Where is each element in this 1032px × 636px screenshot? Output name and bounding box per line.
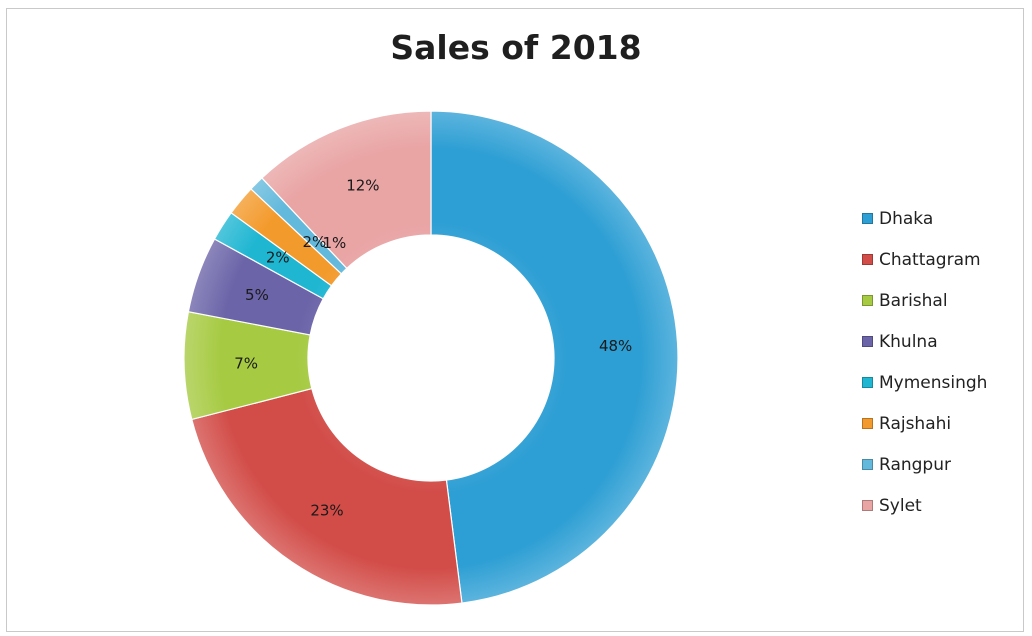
legend-swatch <box>862 459 873 470</box>
data-label-mymensingh: 2% <box>266 248 290 266</box>
legend-swatch <box>862 295 873 306</box>
legend-label: Rajshahi <box>879 413 952 434</box>
legend-swatch <box>862 336 873 347</box>
slice-chattagram <box>191 387 463 606</box>
legend-item-sylet: Sylet <box>862 485 1026 526</box>
legend-swatch <box>862 418 873 429</box>
data-label-chattagram: 23% <box>310 502 343 520</box>
legend-label: Chattagram <box>879 249 981 270</box>
legend-label: Sylet <box>879 495 922 516</box>
legend-item-rangpur: Rangpur <box>862 444 1026 485</box>
legend-item-khulna: Khulna <box>862 321 1026 362</box>
data-label-dhaka: 48% <box>599 337 632 355</box>
legend-swatch <box>862 213 873 224</box>
slice-dhaka <box>430 110 679 604</box>
legend-label: Khulna <box>879 331 938 352</box>
legend-item-mymensingh: Mymensingh <box>862 362 1026 403</box>
legend-swatch <box>862 377 873 388</box>
legend-item-dhaka: Dhaka <box>862 198 1026 239</box>
legend-label: Rangpur <box>879 454 951 475</box>
legend-label: Mymensingh <box>879 372 988 393</box>
data-label-barishal: 7% <box>234 354 258 372</box>
legend: Dhaka Chattagram Barishal Khulna Mymensingh R… <box>862 198 1026 526</box>
legend-swatch <box>862 254 873 265</box>
slice-sylet <box>261 110 432 270</box>
data-label-khulna: 5% <box>245 286 269 304</box>
legend-label: Barishal <box>879 290 948 311</box>
chart-title: Sales of 2018 <box>390 28 642 67</box>
legend-item-barishal: Barishal <box>862 280 1026 321</box>
data-label-rangpur: 1% <box>322 234 346 252</box>
data-label-rajshahi: 2% <box>303 233 327 251</box>
data-label-sylet: 12% <box>346 176 379 194</box>
legend-swatch <box>862 500 873 511</box>
legend-label: Dhaka <box>879 208 934 229</box>
legend-item-chattagram: Chattagram <box>862 239 1026 280</box>
legend-item-rajshahi: Rajshahi <box>862 403 1026 444</box>
